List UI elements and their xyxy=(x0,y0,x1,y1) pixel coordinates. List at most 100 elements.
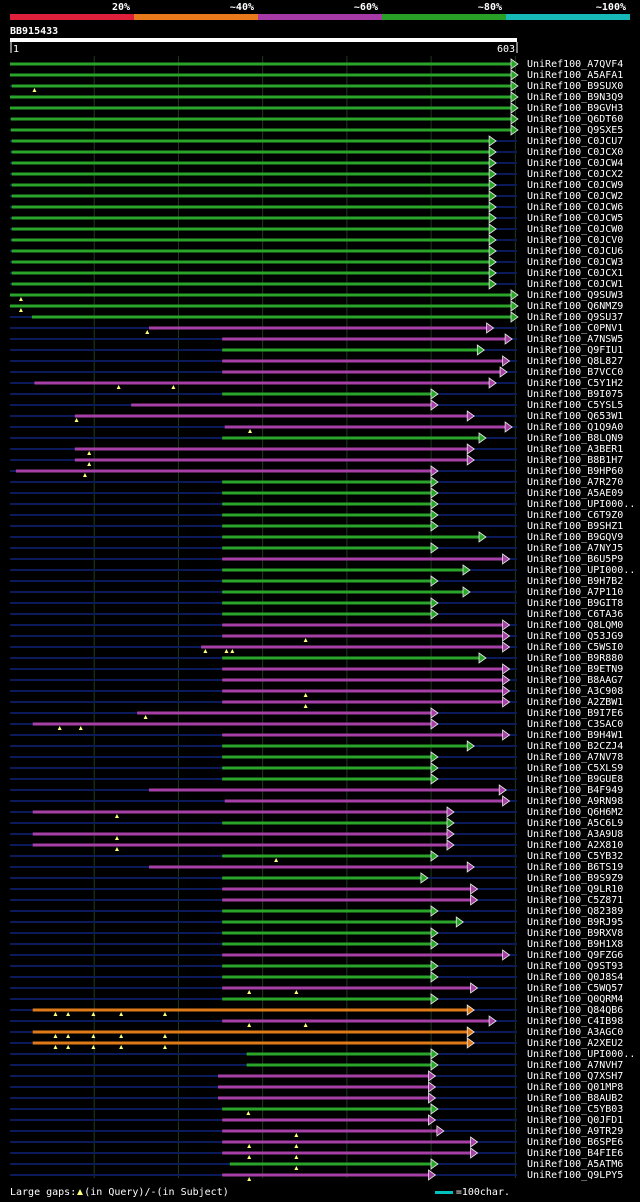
hit-label: UniRef100_C5Y1H2 xyxy=(527,378,623,389)
gap-marker xyxy=(171,385,176,389)
hit-bar xyxy=(222,656,480,660)
footer-legend: Large gaps: (in Query)/-(in Subject) =10… xyxy=(10,1187,630,1201)
hit-label: UniRef100_Q7XSH7 xyxy=(527,1071,623,1082)
gap-marker xyxy=(116,385,121,389)
hit-row: UniRef100_C5YB03 xyxy=(10,1103,623,1115)
hit-bar xyxy=(34,381,491,385)
hit-label: UniRef100_A2XEU2 xyxy=(527,1038,623,1049)
hit-label: UniRef100_B9R880 xyxy=(527,653,623,664)
hit-label: UniRef100_C6TA36 xyxy=(527,609,623,620)
hit-label: UniRef100_C0JCW4 xyxy=(527,158,623,169)
hit-bar xyxy=(224,799,504,803)
hit-row: UniRef100_B9I075 xyxy=(10,388,623,400)
hit-arrow xyxy=(488,1015,497,1027)
hit-arrow xyxy=(430,1048,439,1060)
hit-arrow xyxy=(466,1026,475,1038)
hit-arrow xyxy=(510,311,519,323)
hit-arrow xyxy=(510,91,519,103)
gap-marker xyxy=(246,1111,251,1115)
hit-arrow xyxy=(502,619,511,631)
hit-label: UniRef100_B9H7B2 xyxy=(527,576,623,587)
hit-bar xyxy=(222,964,432,968)
hit-arrow xyxy=(430,993,439,1005)
hit-arrow xyxy=(462,586,471,598)
query-title: BB915433 xyxy=(10,26,58,37)
legend-label: ~60% xyxy=(354,2,378,13)
hit-label: UniRef100_Q0JFD1 xyxy=(527,1115,623,1126)
gap-marker xyxy=(294,1166,299,1170)
hit-row: UniRef100_B9HP60 xyxy=(10,465,623,477)
hit-arrow xyxy=(504,333,513,345)
hit-row: UniRef100_B9GUE8 xyxy=(10,773,623,785)
hit-arrow xyxy=(428,1169,437,1181)
hit-arrow xyxy=(430,762,439,774)
hit-row: UniRef100_B9RJ95 xyxy=(10,916,623,928)
hit-bar xyxy=(11,238,491,242)
hit-bar xyxy=(222,601,432,605)
hit-label: UniRef100_Q653W1 xyxy=(527,411,623,422)
hit-row: UniRef100_B8LQN9 xyxy=(10,432,623,444)
hit-arrow xyxy=(502,663,511,675)
footer-text-query: (in Query)/ xyxy=(84,1187,151,1198)
hit-label: UniRef100_Q53JG9 xyxy=(527,631,623,642)
hit-row: UniRef100_Q6H6M2 xyxy=(10,806,623,818)
query-gap-icon xyxy=(77,1189,84,1195)
hit-row: UniRef100_A3C908 xyxy=(10,685,623,697)
hit-arrow xyxy=(499,366,508,378)
hit-row: UniRef100_A9RN98 xyxy=(10,795,623,807)
hit-label: UniRef100_C0JCX0 xyxy=(527,147,623,158)
hit-bar xyxy=(11,84,512,88)
hit-bar xyxy=(148,326,488,330)
gap-marker xyxy=(248,429,253,433)
ruler-start-label: 1 xyxy=(13,44,19,55)
hit-row: UniRef100_UPI000.. xyxy=(10,564,635,576)
hit-row: UniRef100_C6TA36 xyxy=(10,608,623,620)
hit-bar xyxy=(222,1129,438,1133)
hit-label: UniRef100_C0JCV0 xyxy=(527,235,623,246)
legend-swatch xyxy=(506,14,630,20)
hit-label: UniRef100_UPI000.. xyxy=(527,565,635,576)
hit-row: UniRef100_Q9SU37 xyxy=(10,311,623,323)
hit-row: UniRef100_C3SAC0 xyxy=(10,718,623,730)
gap-marker xyxy=(162,1034,167,1038)
hit-arrow xyxy=(430,773,439,785)
hit-arrow xyxy=(488,278,497,290)
hit-bar xyxy=(74,458,469,462)
hit-row: UniRef100_A5AFA1 xyxy=(10,69,623,81)
hit-bar xyxy=(222,854,432,858)
hit-row: UniRef100_A5AE09 xyxy=(10,487,623,499)
hit-bar xyxy=(224,425,507,429)
hit-row: UniRef100_Q9FZG6 xyxy=(10,949,623,961)
hit-arrow xyxy=(430,1059,439,1071)
hit-bar xyxy=(229,1162,432,1166)
hit-row: UniRef100_B8AAG7 xyxy=(10,674,623,686)
hit-arrow xyxy=(430,520,439,532)
gap-marker xyxy=(294,1144,299,1148)
hit-label: UniRef100_A5C6L9 xyxy=(527,818,623,829)
hit-label: UniRef100_A5ATM6 xyxy=(527,1159,623,1170)
hit-arrow xyxy=(488,168,497,180)
hit-arrow xyxy=(428,1114,437,1126)
hit-arrow xyxy=(430,399,439,411)
query-ruler xyxy=(10,38,517,42)
gap-marker xyxy=(303,704,308,708)
hit-label: UniRef100_C5XLS9 xyxy=(527,763,623,774)
hit-row: UniRef100_C0JCU6 xyxy=(10,245,623,257)
legend-label: ~100% xyxy=(596,2,626,13)
hit-label: UniRef100_Q0J8S4 xyxy=(527,972,623,983)
hit-bar xyxy=(32,1008,469,1012)
hit-row: UniRef100_A7R270 xyxy=(10,476,623,488)
hit-arrow xyxy=(478,432,487,444)
gap-marker xyxy=(247,1023,252,1027)
hit-label: UniRef100_B9HP60 xyxy=(527,466,623,477)
hit-bar xyxy=(222,887,472,891)
hit-bar xyxy=(222,667,504,671)
hit-label: UniRef100_Q9LPY5 xyxy=(527,1170,623,1181)
hit-row: UniRef100_B9SHZ1 xyxy=(10,520,623,532)
hit-row: UniRef100_A7P110 xyxy=(10,586,623,598)
hit-bar xyxy=(11,282,491,286)
hit-label: UniRef100_Q8LQM0 xyxy=(527,620,623,631)
hit-label: UniRef100_Q82389 xyxy=(527,906,623,917)
hit-row: UniRef100_A7NYJ5 xyxy=(10,542,623,554)
hit-bar xyxy=(222,502,432,506)
